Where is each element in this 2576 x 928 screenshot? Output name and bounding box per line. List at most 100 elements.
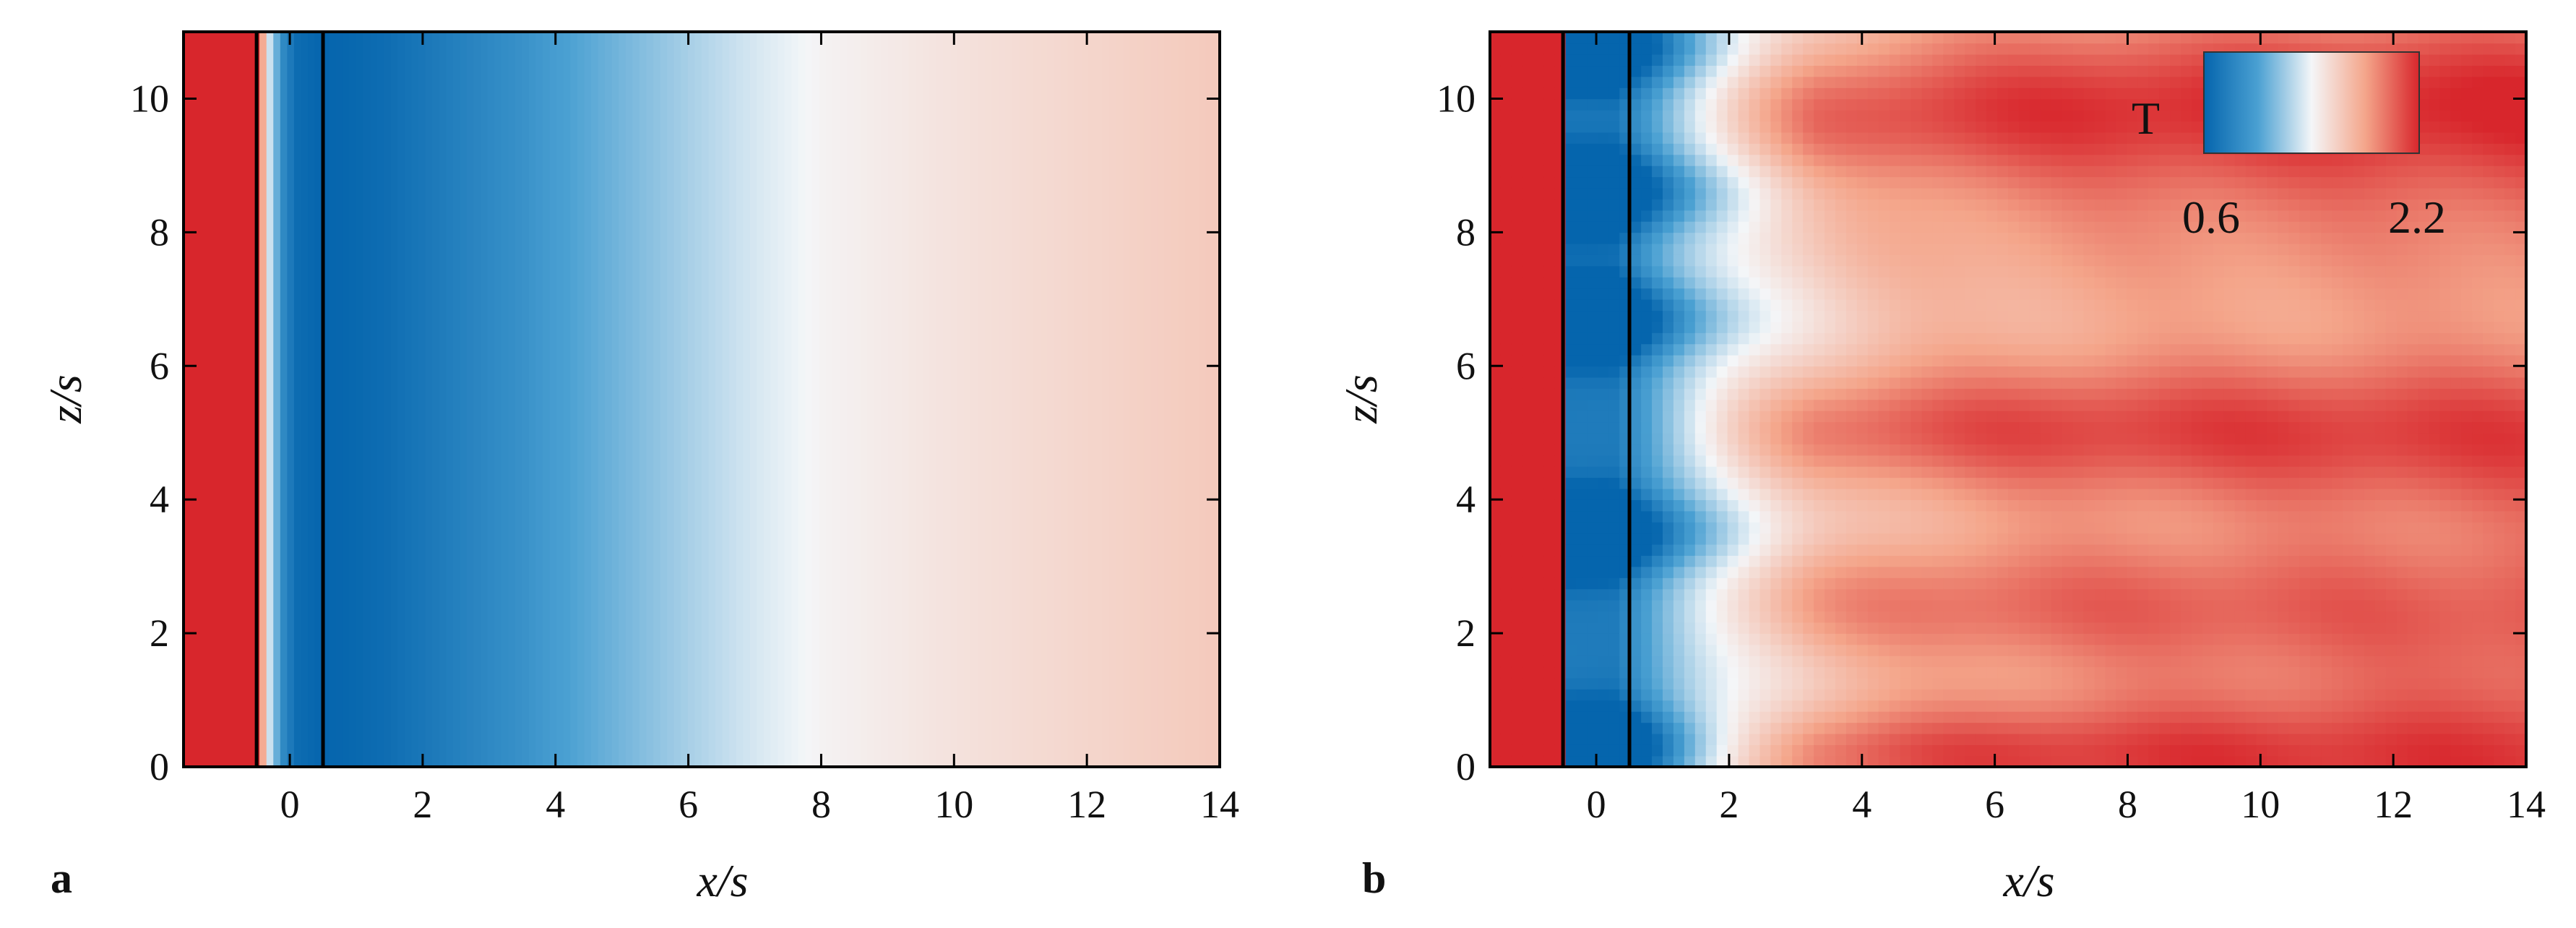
panel-b-field-cell: [1543, 499, 1556, 512]
panel-b-field-cell: [2213, 254, 2225, 267]
panel-b-field-cell: [1781, 455, 1793, 467]
panel-b-field-cell: [1825, 377, 1836, 389]
panel-b-field-cell: [1673, 733, 1685, 745]
panel-b-field-cell: [2127, 755, 2139, 767]
panel-b-field-cell: [1543, 432, 1556, 444]
panel-b-field-cell: [2137, 32, 2149, 44]
panel-b-field-cell: [2008, 76, 2020, 88]
panel-b-field-cell: [1856, 577, 1869, 590]
panel-b-field-cell: [2234, 499, 2247, 512]
panel-a-field-strip: [335, 32, 343, 767]
panel-b-field-cell: [1792, 65, 1804, 77]
panel-b-field-cell: [1932, 132, 1944, 144]
panel-b-field-cell: [1490, 232, 1502, 244]
panel-b-field-cell: [1921, 755, 1934, 767]
panel-b-field-cell: [1641, 744, 1653, 757]
panel-b-field-cell: [2137, 210, 2149, 222]
panel-b-field-cell: [1954, 143, 1966, 155]
panel-b-field-cell: [1738, 343, 1750, 356]
panel-b-field-cell: [2170, 288, 2181, 300]
panel-b-field-cell: [2148, 399, 2160, 411]
panel-b-field-cell: [1976, 488, 1987, 500]
panel-b-field-cell: [1598, 288, 1610, 300]
panel-b-field-cell: [1543, 310, 1556, 322]
panel-b-field-cell: [1565, 98, 1577, 111]
panel-b-field-cell: [2040, 321, 2052, 333]
panel-b-field-cell: [1630, 522, 1642, 534]
panel-b-field-cell: [2213, 666, 2225, 679]
panel-b-field-cell: [1792, 232, 1804, 244]
panel-b-field-cell: [2223, 288, 2236, 300]
panel-b-field-cell: [1533, 410, 1545, 423]
panel-b-field-cell: [1878, 611, 1890, 623]
panel-b-field-cell: [2256, 210, 2268, 222]
panel-b-field-cell: [1673, 499, 1685, 512]
panel-b-field-cell: [1825, 76, 1836, 88]
panel-b-field-cell: [1921, 32, 1934, 44]
panel-b-field-cell: [1878, 176, 1890, 189]
panel-b-field-cell: [2213, 465, 2225, 478]
panel-b-field-cell: [2008, 733, 2020, 745]
panel-b-field-cell: [2137, 577, 2149, 590]
panel-b-field-cell: [1598, 465, 1610, 478]
panel-a-field-strip: [211, 32, 219, 767]
panel-b-field-cell: [1867, 666, 1879, 679]
panel-b-field-cell: [1759, 533, 1772, 545]
panel-b-field-cell: [1663, 132, 1674, 144]
panel-a-field-strip: [404, 32, 413, 767]
panel-b-field-cell: [2105, 98, 2117, 111]
panel-b-field-cell: [1803, 354, 1814, 367]
panel-b-field-cell: [2029, 522, 2041, 534]
panel-b-field-cell: [1522, 332, 1534, 345]
panel-b-field-cell: [1976, 98, 1987, 111]
panel-a-field-strip: [819, 32, 827, 767]
panel-b-field-cell: [1845, 510, 1858, 523]
panel-b-field-cell: [1792, 566, 1804, 578]
panel-b-field-cell: [2018, 533, 2030, 545]
panel-b-field-cell: [2267, 310, 2279, 322]
panel-b-field-cell: [1803, 187, 1814, 199]
panel-b-field-cell: [1900, 410, 1912, 423]
panel-b-field-cell: [1511, 154, 1523, 166]
panel-b-field-cell: [2083, 544, 2095, 557]
panel-b-field-cell: [1684, 410, 1696, 423]
panel-b-field-cell: [1608, 121, 1621, 133]
panel-b-field-cell: [2127, 499, 2139, 512]
panel-b-field-cell: [1490, 555, 1502, 567]
panel-b-field-cell: [2170, 455, 2181, 467]
panel-b-field-cell: [1522, 354, 1534, 367]
panel-b-field-cell: [2083, 298, 2095, 312]
panel-b-field-cell: [1835, 76, 1847, 88]
panel-b-field-cell: [2234, 522, 2247, 534]
panel-b-field-cell: [1965, 588, 1976, 601]
panel-b-field-cell: [1705, 655, 1718, 668]
panel-b-field-cell: [2072, 644, 2085, 656]
panel-b-field-cell: [1814, 677, 1825, 689]
panel-b-field-cell: [1954, 298, 1966, 312]
panel-a-field-strip: [1026, 32, 1034, 767]
panel-b-field-cell: [2181, 410, 2192, 423]
panel-b-field-cell: [2213, 633, 2225, 645]
panel-b-field-cell: [1663, 522, 1674, 534]
panel-b-field-cell: [1867, 288, 1879, 300]
panel-b-field-cell: [1727, 465, 1739, 478]
panel-b-field-cell: [2191, 689, 2203, 701]
panel-b-field-cell: [2018, 689, 2030, 701]
panel-b-field-cell: [2267, 522, 2279, 534]
panel-b-field-cell: [1921, 76, 1934, 88]
panel-b-field-cell: [1759, 53, 1772, 66]
panel-b-field-cell: [2008, 410, 2020, 423]
panel-b-field-cell: [1630, 533, 1642, 545]
panel-b-field-cell: [1749, 611, 1761, 623]
panel-b-field-cell: [1943, 132, 1955, 144]
panel-b-field-cell: [1490, 321, 1502, 333]
panel-b-field-cell: [1856, 98, 1869, 111]
panel-b-field-cell: [1770, 733, 1783, 745]
panel-b-field-cell: [1770, 744, 1783, 757]
panel-b-field-cell: [1511, 722, 1523, 734]
panel-b-field-cell: [2094, 399, 2106, 411]
panel-b-field-cell: [1759, 321, 1772, 333]
panel-b-field-cell: [1921, 432, 1934, 444]
panel-b-field-cell: [1587, 265, 1599, 278]
panel-a-field-strip: [1109, 32, 1117, 767]
